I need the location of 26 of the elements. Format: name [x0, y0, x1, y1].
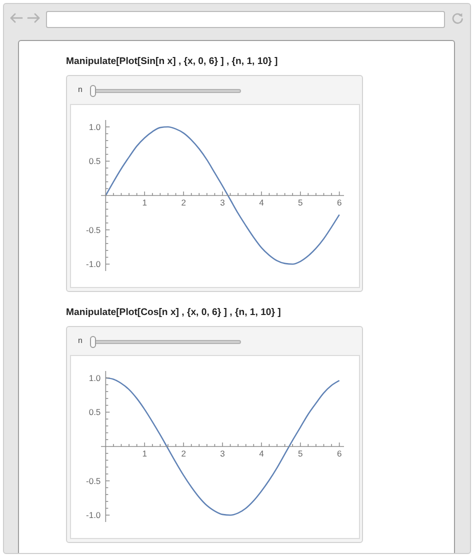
y-tick-label: -0.5 [86, 224, 101, 235]
x-tick-label: 2 [181, 198, 186, 208]
y-tick-label: -1.0 [86, 259, 101, 270]
text: n [78, 336, 82, 345]
x-tick-label: 5 [298, 448, 304, 458]
y-tick-label: 1.0 [88, 372, 101, 383]
text: n [78, 85, 82, 94]
y-tick-label: 0.5 [88, 407, 101, 418]
line-series [105, 377, 340, 516]
chart-title: Manipulate[Plot[Sin[n x] , {x, 0, 6} ] , {n, 1, 10} ] [66, 56, 278, 67]
x-tick-label: 6 [336, 198, 342, 208]
line-series [105, 126, 340, 265]
y-tick-label: -1.0 [86, 510, 101, 520]
y-tick-label: 0.5 [88, 156, 101, 166]
x-tick-label: 4 [259, 448, 264, 458]
y-tick-label: -0.5 [86, 476, 101, 486]
x-tick-label: 2 [181, 448, 186, 458]
y-tick-label: 1.0 [88, 122, 101, 132]
x-tick-label: 5 [298, 198, 304, 208]
x-tick-label: 1 [142, 448, 148, 458]
x-tick-label: 1 [142, 198, 148, 208]
x-tick-label: 4 [259, 198, 264, 208]
x-tick-label: 3 [220, 448, 226, 458]
x-tick-label: 3 [220, 198, 226, 208]
chart-title: Manipulate[Plot[Cos[n x] , {x, 0, 6} ] , {n, 1, 10} ] [66, 307, 281, 318]
x-tick-label: 6 [336, 448, 342, 458]
